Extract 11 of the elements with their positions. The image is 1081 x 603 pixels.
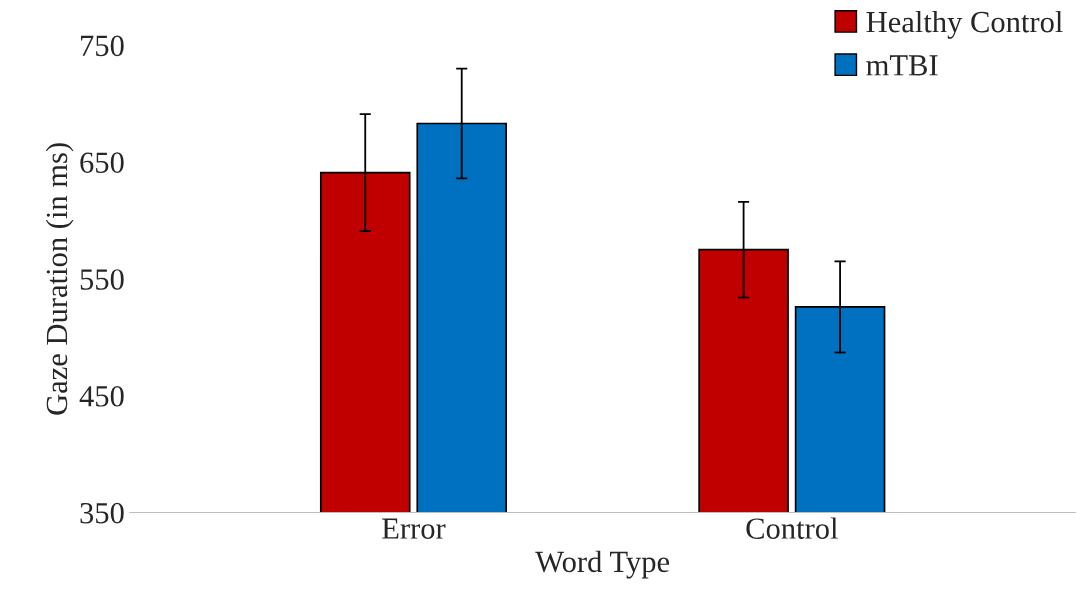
legend-label: mTBI — [866, 55, 938, 76]
x-tick-label: Error — [382, 518, 446, 539]
y-tick-label: 450 — [79, 386, 124, 407]
y-tick-label: 750 — [81, 35, 124, 57]
y-tick-label: 350 — [80, 502, 124, 524]
legend-label: Healthy Control — [866, 10, 1063, 39]
y-tick-label: 550 — [80, 269, 124, 290]
y-tick-label: 650 — [80, 152, 124, 173]
y-axis-title: Gaze Duration (in ms) — [45, 143, 74, 415]
x-axis-title: Word Type — [535, 550, 670, 579]
x-tick-label: Control — [746, 517, 838, 539]
